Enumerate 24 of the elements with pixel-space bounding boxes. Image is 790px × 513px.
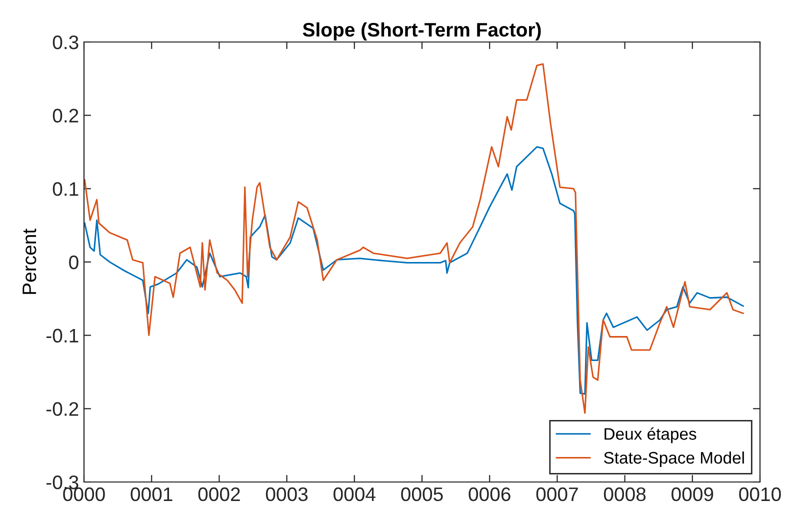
x-tick-label: 0005	[401, 487, 443, 502]
x-tick-label: 0001	[130, 487, 172, 502]
y-tick-label: -0.1	[46, 328, 78, 343]
y-tick-label: -0.2	[46, 402, 78, 416]
y-tick-label: 0.3	[52, 35, 78, 50]
x-tick-label: 0003	[266, 487, 308, 502]
x-tick-label: 0004	[334, 487, 376, 502]
x-tick-label: 0008	[604, 487, 646, 502]
x-tick-label: 0007	[536, 487, 578, 502]
y-tick-label: 0.2	[52, 108, 78, 123]
x-tick-label: 0006	[468, 487, 510, 502]
legend-label: State-Space Model	[604, 451, 744, 467]
chart-title: Slope (Short-Term Factor)	[302, 22, 541, 40]
y-tick-label: 0.1	[52, 182, 78, 196]
legend-label: Deux étapes	[604, 427, 696, 444]
x-tick-label: 0002	[198, 487, 240, 502]
y-axis-title: Percent	[22, 228, 36, 294]
line-series	[84, 63, 744, 414]
y-tick-label: 0	[69, 255, 78, 270]
x-tick-label: 0009	[672, 487, 714, 502]
line-series	[84, 146, 744, 395]
x-tick-label: 0010	[739, 487, 781, 502]
y-tick-label: -0.3	[46, 475, 78, 490]
x-tick-label: 0000	[63, 487, 105, 502]
